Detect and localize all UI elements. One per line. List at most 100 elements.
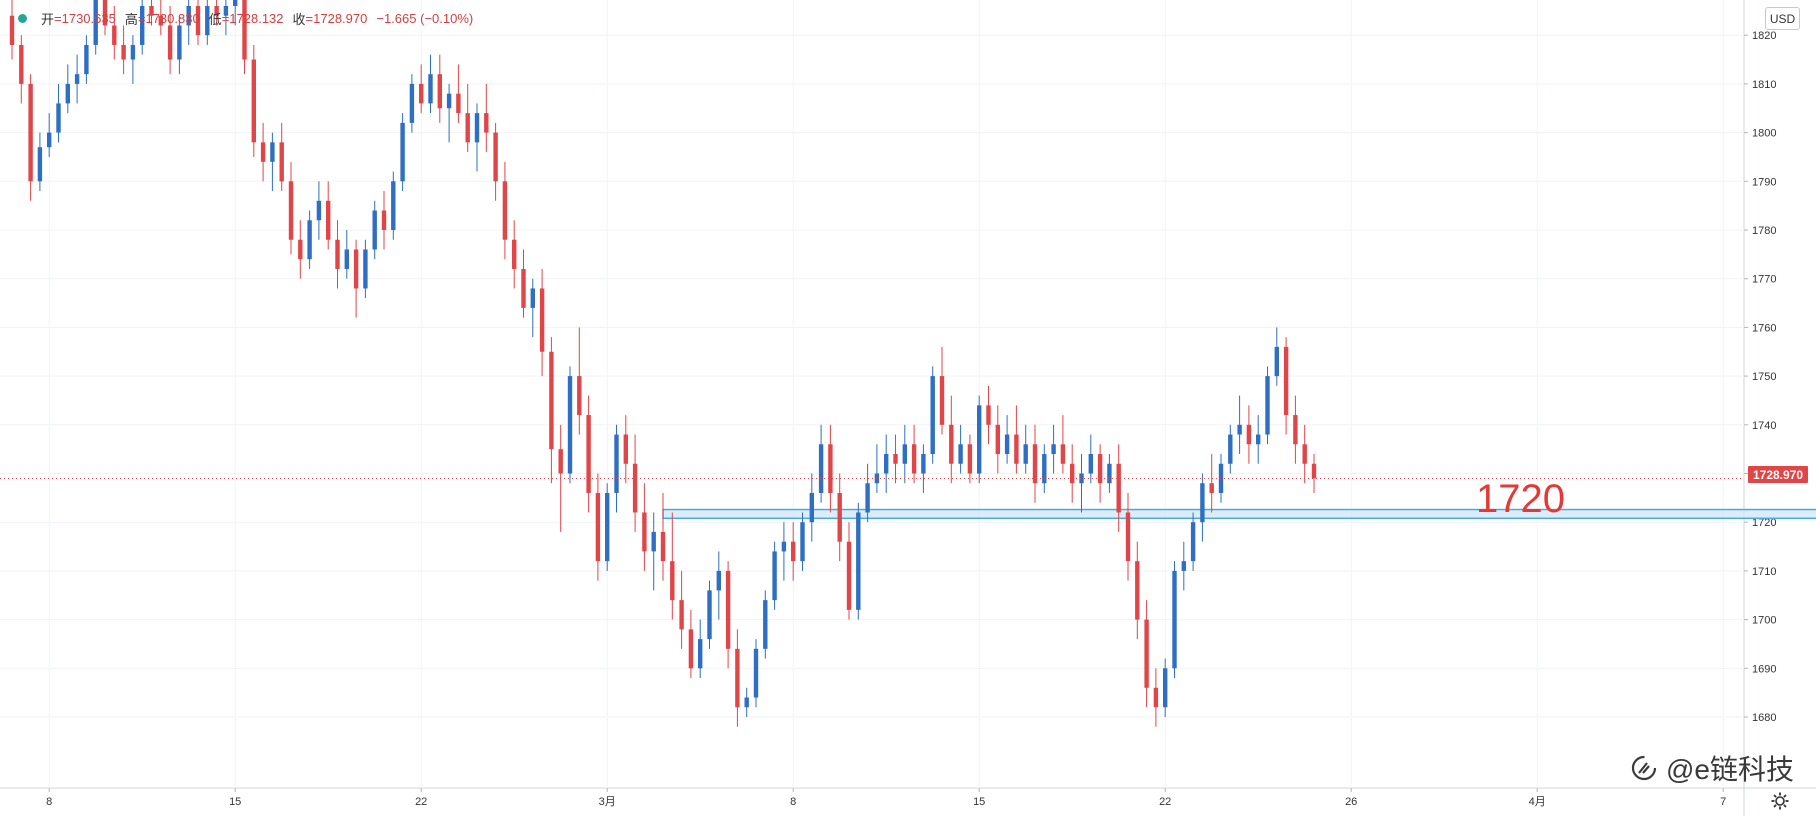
candle-body-up [818,444,824,493]
candle-body-up [307,220,312,260]
candle-body-up [177,25,182,60]
candle-body-down [595,492,601,562]
candle-body-down [437,74,442,109]
candle-body-up [1042,454,1047,484]
candle-body-up [409,83,415,123]
candle-body-down [1032,444,1038,484]
currency-button[interactable]: USD [1765,7,1800,30]
candle-body-up [1163,668,1168,708]
candle-body-up [958,444,963,464]
close-label: 收 [292,11,306,27]
candle-body-down [1097,454,1103,484]
candle-body-up [186,5,191,26]
candle-body-up [400,122,405,182]
candle-body-up [47,132,52,148]
candle-body-up [205,5,210,36]
settings-gear-icon[interactable] [1770,791,1790,811]
candle-body-up [753,648,759,698]
candle-body-down [939,376,945,425]
candle-body-up [223,5,229,16]
candle-body-down [279,142,284,182]
low-value: 1728.132 [229,10,284,26]
y-tick-label: 1720 [1752,517,1776,529]
candle-body-up [763,600,768,649]
y-tick-label: 1740 [1752,420,1776,432]
candle-body-up [884,454,889,474]
candle-body-up [270,142,275,162]
candle-body-up [567,376,573,474]
candle-body-up [800,522,805,562]
candle-body-down [9,15,15,45]
candle-body-up [605,492,610,562]
candle-body-down [893,454,898,464]
candle-body-up [65,83,70,104]
x-tick-label: 15 [229,796,241,808]
candle-body-up [84,44,89,75]
candle-body-down [195,5,201,36]
candle-body-down [791,541,796,562]
candle-body-up [446,93,452,109]
candle-body-up [1200,483,1205,523]
candle-body-up [1218,463,1224,493]
candle-body-down [539,288,545,352]
candle-body-down [670,561,675,601]
candle-body-down [1060,444,1066,464]
candle-body-up [744,697,749,708]
candle-body-up [1274,346,1279,377]
high-label: 高 [124,11,138,27]
candle-body-down [837,492,842,542]
y-tick-label: 1710 [1752,566,1776,578]
open-value: 1730.635 [61,10,116,26]
candle-body-up [865,483,870,513]
candle-body-up [1237,424,1242,435]
candle-body-up [1228,434,1233,464]
y-tick-label: 1690 [1752,663,1776,675]
candle-body-up [930,376,935,455]
candle-body-up [74,74,80,84]
y-tick-label: 1780 [1752,225,1776,237]
candle-body-down [19,44,24,84]
candle-body-down [335,239,340,269]
candle-body-down [149,5,154,16]
candle-body-up [716,570,721,591]
candle-body-up [1079,473,1084,484]
candle-body-down [167,25,173,60]
x-tick-label: 8 [46,796,52,808]
candle-body-up [856,512,861,610]
candle-body-up [1088,454,1093,474]
candle-body-up [781,541,787,552]
candle-body-down [1144,619,1149,688]
candle-body-down [549,351,554,450]
candle-body-down [967,444,973,474]
candle-body-up [130,44,136,60]
candle-body-down [632,463,638,513]
candle-body-up [1051,444,1056,455]
candle-body-down [1302,444,1307,464]
candle-body-down [986,405,991,425]
candle-body-up [1172,570,1177,669]
candle-body-down [465,113,470,143]
candle-body-up [772,551,777,601]
candle-body-down [1070,463,1075,484]
candle-body-down [242,0,247,60]
candle-body-down [642,512,647,552]
candle-body-down [735,648,740,708]
candle-body-down [577,376,582,416]
candle-body-down [521,268,526,308]
candle-body-down [456,93,461,114]
y-tick-label: 1700 [1752,615,1776,627]
x-tick-label: 26 [1345,796,1357,808]
y-tick-label: 1760 [1752,322,1776,334]
candle-body-down [214,5,219,16]
candle-body-up [698,639,703,669]
y-tick-label: 1820 [1752,30,1776,42]
candle-body-down [493,132,498,182]
candle-body-down [484,113,489,133]
candle-body-up [902,444,907,464]
candle-body-down [251,59,256,143]
x-tick-label: 4月 [1529,796,1546,808]
candle-body-up [614,434,619,493]
candle-body-down [1014,434,1019,464]
